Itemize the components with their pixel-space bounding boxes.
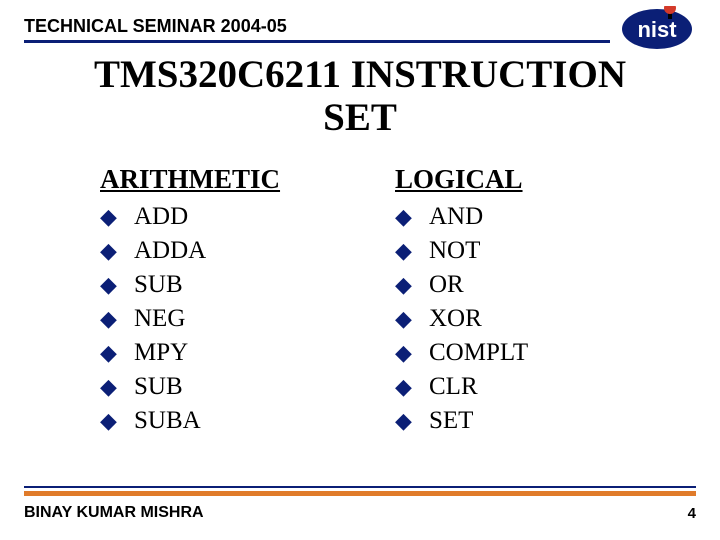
footer-divider-thin [24, 486, 696, 488]
list-item: ◆CLR [395, 373, 660, 401]
list-item: ◆SUB [100, 271, 365, 299]
column-header-arithmetic: ARITHMETIC [100, 164, 365, 195]
content-columns: ARITHMETIC ◆ADD ◆ADDA ◆SUB ◆NEG ◆MPY ◆SU… [100, 164, 660, 441]
item-text: COMPLT [429, 339, 528, 367]
list-item: ◆SUB [100, 373, 365, 401]
list-item: ◆SET [395, 407, 660, 435]
main-title-line1: TMS320C6211 INSTRUCTION [94, 53, 626, 96]
item-text: XOR [429, 305, 482, 333]
item-text: OR [429, 271, 464, 299]
footer-divider-thick [24, 491, 696, 496]
list-item: ◆XOR [395, 305, 660, 333]
column-logical: LOGICAL ◆AND ◆NOT ◆OR ◆XOR ◆COMPLT ◆CLR … [385, 164, 660, 441]
item-text: SUB [134, 373, 183, 401]
item-text: ADDA [134, 237, 206, 265]
diamond-bullet-icon: ◆ [100, 238, 134, 264]
list-item: ◆SUBA [100, 407, 365, 435]
column-arithmetic: ARITHMETIC ◆ADD ◆ADDA ◆SUB ◆NEG ◆MPY ◆SU… [100, 164, 385, 441]
nist-logo: nist [618, 6, 696, 52]
list-item: ◆NOT [395, 237, 660, 265]
item-text: SUBA [134, 407, 201, 435]
diamond-bullet-icon: ◆ [395, 408, 429, 434]
item-text: ADD [134, 203, 188, 231]
main-title-line2: SET [323, 96, 397, 139]
list-item: ◆AND [395, 203, 660, 231]
column-header-logical: LOGICAL [395, 164, 660, 195]
diamond-bullet-icon: ◆ [100, 374, 134, 400]
diamond-bullet-icon: ◆ [100, 272, 134, 298]
header-title: TECHNICAL SEMINAR 2004-05 [24, 16, 287, 37]
main-title: TMS320C6211 INSTRUCTION SET [0, 54, 720, 140]
footer-author: BINAY KUMAR MISHRA [24, 504, 204, 522]
diamond-bullet-icon: ◆ [395, 306, 429, 332]
item-text: NEG [134, 305, 185, 333]
item-text: SET [429, 407, 473, 435]
diamond-bullet-icon: ◆ [100, 306, 134, 332]
list-item: ◆ADD [100, 203, 365, 231]
list-item: ◆OR [395, 271, 660, 299]
diamond-bullet-icon: ◆ [395, 272, 429, 298]
logo-text: nist [637, 17, 677, 42]
diamond-bullet-icon: ◆ [100, 408, 134, 434]
diamond-bullet-icon: ◆ [100, 340, 134, 366]
diamond-bullet-icon: ◆ [395, 204, 429, 230]
item-text: AND [429, 203, 483, 231]
header-divider [24, 40, 610, 43]
list-item: ◆NEG [100, 305, 365, 333]
diamond-bullet-icon: ◆ [395, 374, 429, 400]
item-text: MPY [134, 339, 188, 367]
diamond-bullet-icon: ◆ [395, 340, 429, 366]
diamond-bullet-icon: ◆ [100, 204, 134, 230]
list-item: ◆COMPLT [395, 339, 660, 367]
list-item: ◆MPY [100, 339, 365, 367]
item-text: NOT [429, 237, 480, 265]
footer-page-number: 4 [688, 505, 696, 522]
item-text: CLR [429, 373, 478, 401]
item-text: SUB [134, 271, 183, 299]
diamond-bullet-icon: ◆ [395, 238, 429, 264]
list-item: ◆ADDA [100, 237, 365, 265]
